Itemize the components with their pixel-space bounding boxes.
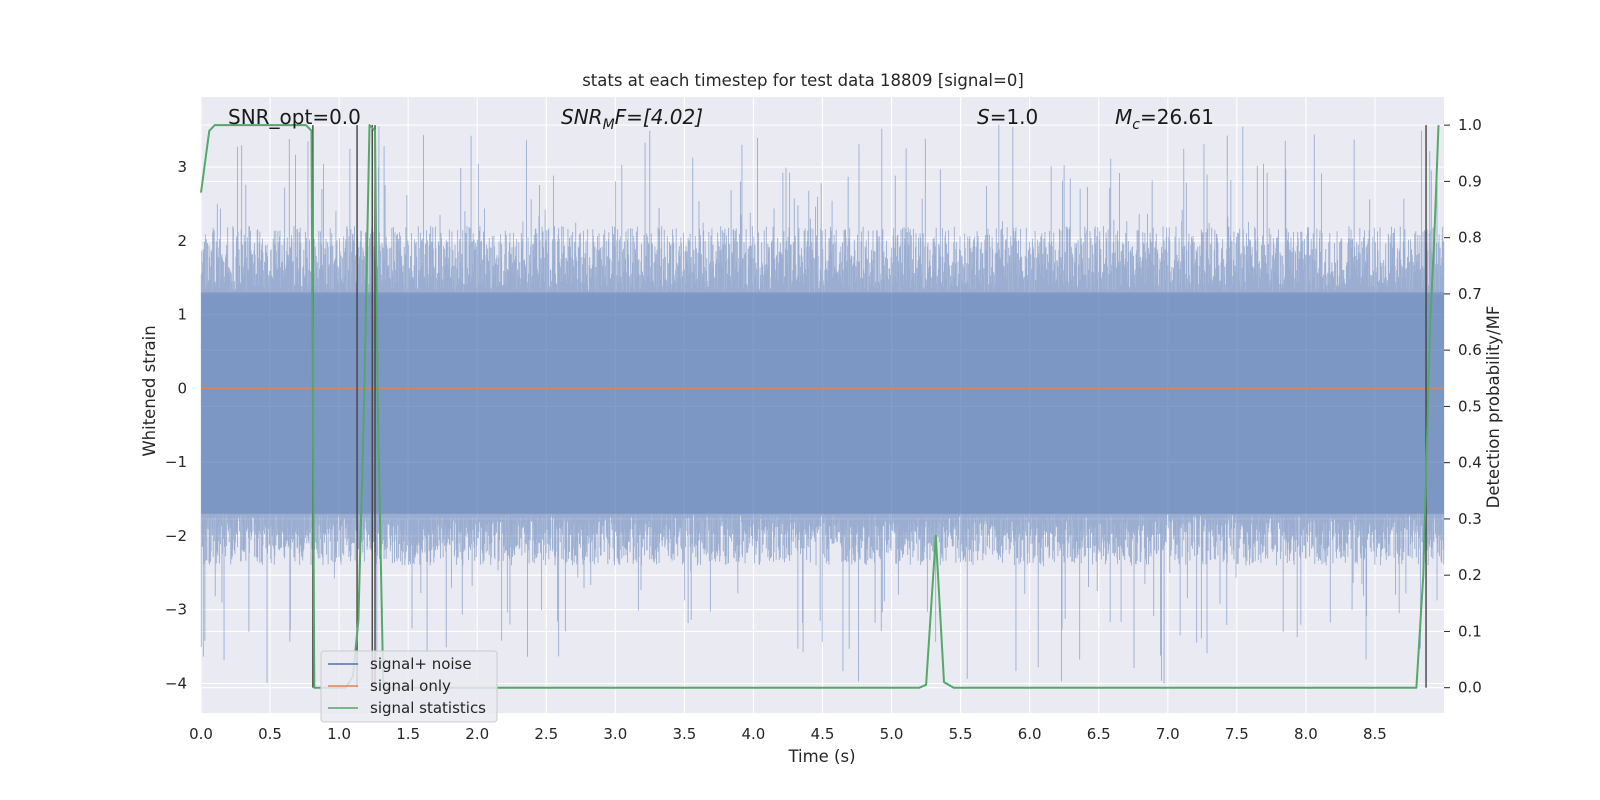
y-tick-label: 2 [177,232,187,250]
y2-tick-label: 0.6 [1458,341,1482,359]
noise-core-band [201,292,1444,514]
x-tick-label: 6.0 [1018,725,1042,743]
y-tick-label: 3 [177,158,187,176]
x-tick-label: 4.0 [742,725,766,743]
x-axis-label: Time (s) [787,747,855,766]
x-tick-label: 2.0 [465,725,489,743]
y-tick-label: −4 [165,674,187,692]
y2-tick-label: 0.1 [1458,622,1482,640]
y-tick-label: −1 [165,453,187,471]
x-tick-label: 6.5 [1087,725,1111,743]
y2-tick-label: 0.4 [1458,454,1482,472]
signal-statistics-line [200,124,1440,689]
y2-tick-label: 0.8 [1458,229,1482,247]
x-tick-label: 1.5 [396,725,420,743]
x-tick-label: 3.5 [672,725,696,743]
y2-tick-label: 0.2 [1458,566,1482,584]
y2-tick-label: 0.3 [1458,510,1482,528]
chart-title: stats at each timestep for test data 188… [582,71,1024,90]
x-tick-label: 4.5 [811,725,835,743]
y-tick-label: 0 [177,379,187,397]
y-tick-label: 1 [177,306,187,324]
y2-tick-label: 0.5 [1458,397,1482,415]
legend-label-signal-only: signal only [370,677,451,695]
x-tick-label: 3.0 [603,725,627,743]
x-tick-label: 5.5 [949,725,973,743]
x-tick-label: 7.0 [1156,725,1180,743]
legend-label-signal-statistics: signal statistics [370,699,486,717]
legend-box [320,650,498,723]
x-tick-label: 5.0 [880,725,904,743]
x-tick-label: 2.5 [534,725,558,743]
x-tick-label: 1.0 [327,725,351,743]
y-axis-ticks: −4 −3 −2 −1 0 1 2 3 [165,158,187,692]
x-tick-label: 7.5 [1225,725,1249,743]
series-signal-statistics [200,124,1440,689]
annotation-s: S=1.0 [977,105,1038,129]
series-signal-noise [200,124,1445,684]
legend-label-signal-noise: signal+ noise [370,655,472,673]
y2-tick-label: 0.9 [1458,172,1482,190]
y2-tick-label: 1.0 [1458,116,1482,134]
y-axis-label: Whitened strain [140,325,159,456]
y-tick-label: −2 [165,527,187,545]
y2-tick-label: 0.7 [1458,285,1482,303]
x-tick-label: 8.5 [1363,725,1387,743]
x-tick-label: 0.5 [258,725,282,743]
x-tick-label: 0.0 [189,725,213,743]
y2-axis-label: Detection probability/MF [1484,306,1503,509]
x-tick-label: 8.0 [1294,725,1318,743]
y2-axis-ticks: 0.0 0.1 0.2 0.3 0.4 0.5 0.6 0.7 0.8 0.9 1.0 [1444,116,1482,697]
x-axis-ticks: 0.0 0.5 1.0 1.5 2.0 2.5 3.0 3.5 4.0 4.5 5.0 5.5 6.0 6… [189,725,1387,743]
y2-tick-label: 0.0 [1458,679,1482,697]
annotation-snr-mf: SNRMF=[4.02] [561,105,703,133]
y-tick-label: −3 [165,601,187,619]
legend: signal+ noise signal only signal statist… [320,650,498,723]
annotation-mc: Mc=26.61 [1115,105,1214,133]
annotation-snr-opt: SNR_opt=0.0 [228,105,361,129]
